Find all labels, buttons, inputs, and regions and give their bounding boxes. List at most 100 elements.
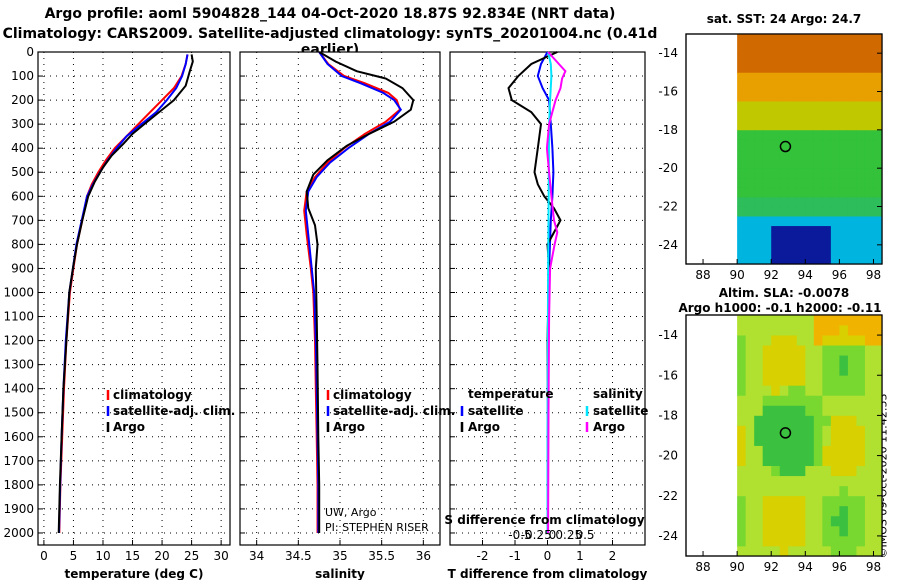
y-tick-label: 1300 bbox=[3, 358, 34, 372]
y-tick-label: 900 bbox=[11, 261, 34, 275]
data-source-annotation: PI: STEPHEN RISER bbox=[325, 521, 429, 534]
x-tick-label-salinity: 34.5 bbox=[285, 549, 312, 563]
legend-label-temperature: satellite bbox=[468, 404, 523, 418]
map-lon-label-sla: 88 bbox=[695, 560, 710, 574]
y-tick-label: 1600 bbox=[3, 430, 34, 444]
map-lon-label-sla: 94 bbox=[798, 560, 813, 574]
x-tick-label-salinity: 35 bbox=[332, 549, 347, 563]
x-axis-label-temperature: temperature (deg C) bbox=[65, 567, 204, 580]
panel-frame-temperature bbox=[37, 51, 231, 546]
y-tick-label: 0 bbox=[26, 45, 34, 59]
map-lat-label-sst: -18 bbox=[658, 123, 678, 137]
y-tick-label: 1800 bbox=[3, 478, 34, 492]
map-lat-label-sst: -14 bbox=[658, 46, 678, 60]
map-field-sst bbox=[737, 34, 883, 265]
y-tick-label: 1900 bbox=[3, 502, 34, 516]
map-lat-label-sst: -22 bbox=[658, 200, 678, 214]
y-tick-label: 400 bbox=[11, 141, 34, 155]
map-lon-label-sla: 90 bbox=[729, 560, 744, 574]
x-tick-label-temperature: 5 bbox=[70, 549, 78, 563]
y-tick-label: 600 bbox=[11, 189, 34, 203]
map-lon-label-sla: 96 bbox=[832, 560, 847, 574]
legend-title-temperature: temperature bbox=[468, 387, 553, 401]
legend-label-salinity: Argo bbox=[333, 420, 365, 434]
salinity-diff-tick-label: 0.5 bbox=[575, 528, 594, 542]
map-border-sla bbox=[685, 314, 883, 557]
y-tick-label: 700 bbox=[11, 213, 34, 227]
series-salinity-satellite bbox=[304, 51, 403, 533]
x-tick-label-difference: -2 bbox=[477, 549, 489, 563]
legend-label-salinity: Argo bbox=[593, 420, 625, 434]
y-tick-label: 1200 bbox=[3, 334, 34, 348]
series-salinity-argo bbox=[305, 51, 415, 533]
map-lat-label-sst: -24 bbox=[658, 238, 678, 252]
x-axis-label-salinity: salinity bbox=[315, 567, 365, 580]
altim-sla-label: Altim. SLA: -0.0078 bbox=[718, 286, 850, 300]
x-tick-label-temperature: 15 bbox=[125, 549, 140, 563]
map-lat-label-sst: -20 bbox=[658, 161, 678, 175]
y-tick-label: 800 bbox=[11, 237, 34, 251]
argo-location-marker-sla bbox=[779, 427, 792, 439]
legend-label-salinity: satellite-adj. clim. bbox=[333, 404, 455, 418]
map-lat-label-sst: -16 bbox=[658, 85, 678, 99]
legend-label-salinity: climatology bbox=[333, 388, 412, 402]
x-tick-label-salinity: 34 bbox=[249, 549, 264, 563]
y-tick-label: 2000 bbox=[3, 526, 34, 540]
map-lat-label-sla: -22 bbox=[658, 489, 678, 503]
legend-title-salinity: salinity bbox=[593, 387, 643, 401]
salinity-diff-tick-label: 0 bbox=[549, 528, 557, 542]
x-tick-label-temperature: 10 bbox=[95, 549, 110, 563]
x-tick-label-temperature: 25 bbox=[184, 549, 199, 563]
x-tick-label-difference: 0 bbox=[544, 549, 552, 563]
map-lat-label-sla: -16 bbox=[658, 368, 678, 382]
x-tick-label-difference: 2 bbox=[609, 549, 617, 563]
x-tick-label-difference: 1 bbox=[576, 549, 584, 563]
x-tick-label-temperature: 30 bbox=[213, 549, 228, 563]
y-tick-label: 1500 bbox=[3, 406, 34, 420]
x-axis-label-difference: T difference from climatology bbox=[448, 567, 648, 580]
series-temperature-argo bbox=[57, 54, 194, 534]
map-lon-label-sst: 96 bbox=[832, 268, 847, 282]
map-border-sst bbox=[685, 33, 883, 265]
x-tick-label-salinity: 35.5 bbox=[368, 549, 395, 563]
y-tick-label: 1400 bbox=[3, 382, 34, 396]
map-lon-label-sla: 92 bbox=[764, 560, 779, 574]
y-tick-label: 300 bbox=[11, 117, 34, 131]
salinity-diff-tick-label: 0.25 bbox=[555, 528, 582, 542]
y-tick-label: 100 bbox=[11, 69, 34, 83]
x-tick-label-salinity: 36 bbox=[416, 549, 431, 563]
map-lat-label-sla: -14 bbox=[658, 328, 678, 342]
legend-label-temperature: satellite-adj. clim. bbox=[113, 404, 235, 418]
legend-label-salinity: satellite bbox=[593, 404, 648, 418]
series-difference-s-argo bbox=[545, 51, 567, 534]
map-lon-label-sst: 88 bbox=[695, 268, 710, 282]
salinity-diff-tick-label: -0.5 bbox=[508, 528, 531, 542]
x-tick-label-temperature: 20 bbox=[154, 549, 169, 563]
argo-height-label: Argo h1000: -0.1 h2000: -0.11 bbox=[678, 301, 882, 315]
map-lat-label-sla: -20 bbox=[658, 449, 678, 463]
y-tick-label: 1000 bbox=[3, 285, 34, 299]
legend-label-temperature: climatology bbox=[113, 388, 192, 402]
y-tick-label: 1100 bbox=[3, 310, 34, 324]
sst-title: sat. SST: 24 Argo: 24.7 bbox=[706, 12, 862, 26]
map-lon-label-sst: 90 bbox=[729, 268, 744, 282]
x-tick-label-temperature: 0 bbox=[40, 549, 48, 563]
legend-label-temperature: Argo bbox=[113, 420, 145, 434]
salinity-diff-tick-label: -0.25 bbox=[521, 528, 552, 542]
x-axis-label-salinity-difference: S difference from climatology bbox=[444, 513, 644, 527]
y-tick-label: 1700 bbox=[3, 454, 34, 468]
map-lat-label-sla: -24 bbox=[658, 529, 678, 543]
plot-title-line1: Argo profile: aoml 5904828_144 04-Oct-20… bbox=[44, 6, 616, 22]
legend-label-temperature: Argo bbox=[468, 420, 500, 434]
map-lon-label-sla: 98 bbox=[866, 560, 881, 574]
x-tick-label-difference: -1 bbox=[509, 549, 521, 563]
y-tick-label: 200 bbox=[11, 93, 34, 107]
map-lon-label-sst: 94 bbox=[798, 268, 813, 282]
map-lon-label-sst: 98 bbox=[866, 268, 881, 282]
data-source-annotation: UW, Argo bbox=[325, 506, 377, 519]
argo-location-marker-sst bbox=[779, 140, 792, 153]
map-lat-label-sla: -18 bbox=[658, 408, 678, 422]
map-lon-label-sst: 92 bbox=[764, 268, 779, 282]
map-field-sla bbox=[737, 315, 883, 557]
